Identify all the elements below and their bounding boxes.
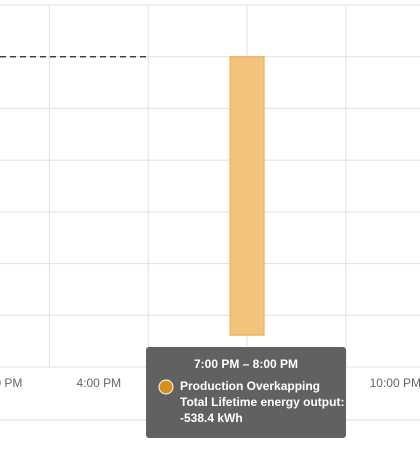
tooltip-swatch (158, 379, 174, 395)
tooltip-title: 7:00 PM – 8:00 PM (194, 357, 298, 371)
x-tick-label: 4:00 PM (76, 376, 121, 390)
tooltip: 7:00 PM – 8:00 PM Production Overkapping… (146, 347, 346, 438)
tooltip-series: Production Overkapping (180, 379, 320, 393)
tooltip-box (146, 347, 346, 438)
x-tick-label: 10:00 PM (370, 376, 420, 390)
bar (229, 56, 265, 336)
tooltip-value: -538.4 kWh (180, 411, 243, 425)
grid (0, 4, 420, 368)
tooltip-metric: Total Lifetime energy output: (180, 395, 344, 409)
marks (0, 56, 265, 336)
x-tick-label: 2:00 PM (0, 376, 22, 390)
